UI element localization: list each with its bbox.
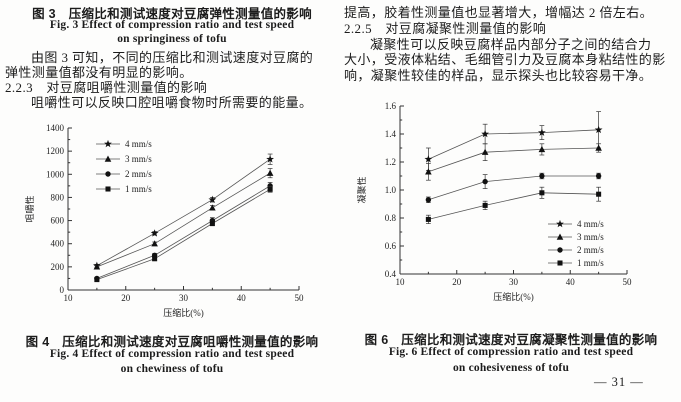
svg-text:1.0: 1.0: [385, 185, 397, 195]
paragraph-line: 响，凝聚性较佳的样品，显示探头也比较容易干净。: [344, 68, 653, 83]
svg-text:1 mm/s: 1 mm/s: [125, 184, 152, 194]
fig3-caption-zh: 图 3 压缩比和测试速度对豆腐弹性测量值的影响: [32, 7, 312, 21]
svg-text:600: 600: [51, 216, 65, 226]
page-number: — 31 —: [594, 375, 644, 389]
svg-text:1 mm/s: 1 mm/s: [577, 258, 604, 268]
paragraph-line: 咀嚼性可以反映口腔咀嚼食物时所需要的能量。: [31, 95, 313, 110]
svg-text:4 mm/s: 4 mm/s: [577, 219, 604, 229]
fig4-caption-en-2: on chewiness of tofu: [120, 363, 224, 375]
fig4-caption-en-1: Fig. 4 Effect of compression ratio and t…: [49, 348, 295, 360]
svg-text:40: 40: [566, 277, 576, 287]
paragraph-line: 由图 3 可知，不同的压缩比和测试速度对豆腐的: [31, 50, 314, 65]
svg-text:40: 40: [237, 293, 247, 303]
svg-text:50: 50: [623, 277, 633, 287]
svg-text:咀嚼性: 咀嚼性: [24, 195, 35, 222]
svg-text:1400: 1400: [46, 123, 65, 133]
svg-text:20: 20: [121, 293, 131, 303]
section-heading-2-2-5: 2.2.5 对豆腐凝聚性测量值的影响: [344, 21, 547, 36]
svg-text:2 mm/s: 2 mm/s: [577, 245, 604, 255]
svg-text:10: 10: [64, 293, 74, 303]
svg-text:30: 30: [179, 293, 189, 303]
svg-text:1.4: 1.4: [385, 129, 397, 139]
fig6-caption-zh: 图 6 压缩比和测试速度对豆腐凝聚性测量值的影响: [364, 333, 658, 347]
svg-text:0.4: 0.4: [385, 269, 397, 279]
svg-text:凝聚性: 凝聚性: [356, 176, 367, 203]
svg-text:50: 50: [295, 293, 305, 303]
svg-text:3 mm/s: 3 mm/s: [125, 154, 152, 164]
svg-text:30: 30: [509, 277, 519, 287]
paragraph-line: 凝聚性可以反映豆腐样品内部分子之间的结合力: [370, 37, 652, 52]
paragraph-line: 提高，胶着性测量值也显著增大，增幅达 2 倍左右。: [344, 5, 654, 20]
svg-text:0: 0: [60, 285, 65, 295]
svg-text:200: 200: [51, 262, 65, 272]
svg-text:0.6: 0.6: [385, 241, 397, 251]
fig6-caption-en-1: Fig. 6 Effect of compression ratio and t…: [388, 346, 634, 358]
svg-text:1.6: 1.6: [385, 101, 397, 111]
svg-text:800: 800: [51, 192, 65, 202]
svg-text:压缩比(%): 压缩比(%): [493, 291, 534, 302]
svg-text:10: 10: [396, 277, 406, 287]
fig3-caption-en-2: on springiness of tofu: [117, 33, 227, 45]
fig6-caption-en-2: on cohesiveness of tofu: [452, 362, 570, 374]
svg-text:压缩比(%): 压缩比(%): [163, 307, 204, 318]
fig4-chewiness-chart: 10 20 30 40 50 0 200 400 600 800 1000 1200 1400 压缩比(%…: [24, 123, 305, 318]
svg-text:20: 20: [452, 277, 462, 287]
svg-text:1000: 1000: [46, 169, 65, 179]
svg-text:400: 400: [51, 239, 65, 249]
paragraph-line: 弹性测量值都没有明显的影响。: [5, 65, 193, 80]
svg-text:3 mm/s: 3 mm/s: [577, 232, 604, 242]
svg-text:4 mm/s: 4 mm/s: [125, 139, 152, 149]
section-heading-2-2-3: 2.2.3 对豆腐咀嚼性测量值的影响: [5, 80, 208, 95]
fig4-caption-zh: 图 4 压缩比和测试速度对豆腐咀嚼性测量值的影响: [25, 335, 319, 349]
svg-text:2 mm/s: 2 mm/s: [125, 169, 152, 179]
fig6-cohesiveness-chart: 10 20 30 40 50 0.4 0.6 0.8 1.0 1.2 1.4 1.6 压缩比(%) 凝聚性…: [356, 101, 633, 302]
svg-text:1200: 1200: [46, 146, 65, 156]
svg-text:0.8: 0.8: [385, 213, 397, 223]
svg-text:1.2: 1.2: [385, 157, 396, 167]
fig3-caption-en-1: Fig. 3 Effect of compression ratio and t…: [49, 19, 295, 31]
paragraph-line: 大小，受液体粘结、毛细管引力及豆腐本身粘结性的影: [344, 52, 666, 67]
